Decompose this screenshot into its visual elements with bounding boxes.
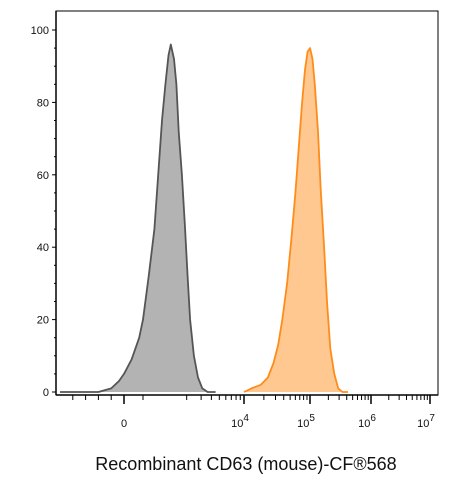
- x-tick-label: 0: [121, 418, 127, 430]
- y-tick-label: 60: [37, 170, 49, 182]
- y-tick-label: 80: [37, 97, 49, 109]
- y-tick-label: 20: [37, 315, 49, 327]
- x-tick-label: 105: [297, 413, 315, 430]
- x-tick-label: 107: [417, 413, 435, 430]
- series-0-line: [60, 43, 216, 393]
- y-tick-label: 40: [37, 242, 49, 254]
- y-tick-label: 100: [31, 25, 49, 37]
- y-tick-label: 0: [43, 387, 49, 399]
- series-layer: [60, 43, 348, 393]
- x-axis-ticks: 0 104 105 106 107: [72, 395, 435, 430]
- series-0-fill: [60, 44, 216, 392]
- x-tick-label: 106: [358, 413, 376, 430]
- series-1-line: [243, 47, 348, 393]
- y-axis-ticks: 0 20 40 60 80 100: [31, 25, 56, 399]
- series-1-fill: [244, 48, 348, 392]
- x-axis-label: Recombinant CD63 (mouse)-CF®568: [95, 454, 396, 474]
- plot-frame: [55, 10, 439, 396]
- x-tick-label: 104: [231, 413, 249, 430]
